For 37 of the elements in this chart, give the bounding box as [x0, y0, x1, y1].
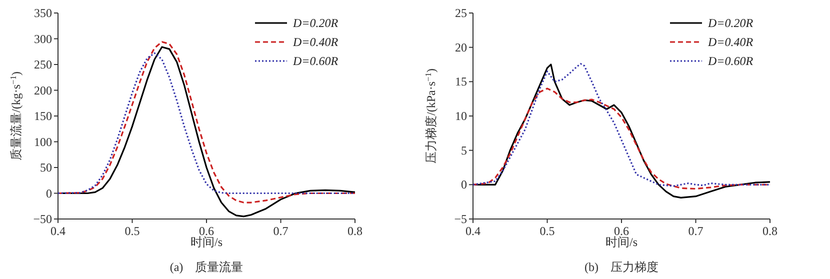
- text: (a) 质量流量: [170, 260, 244, 274]
- x-tick-label: 0.8: [762, 224, 778, 238]
- y-tick-label: 10: [455, 109, 467, 123]
- y-tick-label: 0: [46, 186, 52, 200]
- y-tick-label: 0: [461, 178, 467, 192]
- x-axis-title: 时间/s: [190, 235, 223, 249]
- y-tick-label: −50: [33, 212, 52, 226]
- x-tick-label: 0.5: [124, 224, 140, 238]
- legend-label: D=0.20R: [707, 16, 754, 30]
- legend-label: D=0.40R: [707, 35, 754, 49]
- y-tick-label: 350: [34, 6, 52, 20]
- y-tick-label: −5: [454, 212, 467, 226]
- x-tick-label: 0.7: [688, 224, 704, 238]
- x-axis-title: 时间/s: [605, 235, 638, 249]
- x-tick-label: 0.6: [614, 224, 629, 238]
- line-series: [473, 88, 770, 190]
- x-tick-label: 0.7: [273, 224, 288, 238]
- x-tick-label: 0.4: [50, 224, 66, 238]
- y-tick-label: 250: [34, 58, 52, 72]
- x-tick-label: 0.6: [199, 224, 214, 238]
- y-tick-label: 5: [461, 143, 467, 158]
- x-tick-label: 0.8: [348, 224, 362, 238]
- y-tick-label: 150: [34, 109, 52, 123]
- y-tick-label: 15: [455, 74, 467, 89]
- y-tick-label: 20: [455, 40, 467, 54]
- legend-label: D=0.60R: [707, 54, 754, 68]
- x-tick-label: 0.5: [540, 224, 555, 238]
- y-tick-label: 200: [34, 83, 52, 98]
- legend-label: D=0.20R: [292, 16, 339, 30]
- y-tick-label: 25: [455, 6, 467, 20]
- x-tick-label: 0.4: [466, 224, 480, 238]
- y-tick-label: 50: [40, 160, 52, 174]
- text: (b) 压力梯度: [584, 260, 658, 274]
- y-tick-label: 100: [34, 134, 52, 149]
- y-tick-label: 300: [34, 32, 52, 46]
- legend-label: D=0.40R: [292, 35, 339, 49]
- legend-label: D=0.60R: [292, 54, 339, 68]
